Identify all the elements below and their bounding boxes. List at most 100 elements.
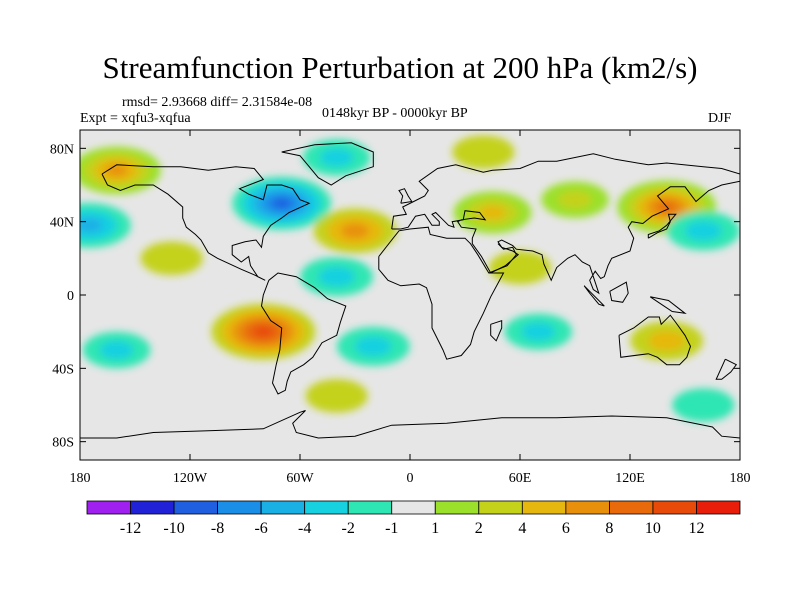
anomaly-contour <box>99 340 134 360</box>
colorbar-label: -10 <box>163 520 184 537</box>
x-tick-label: 60E <box>509 471 532 486</box>
x-tick-label: 180 <box>730 471 751 486</box>
anomaly-cell <box>630 321 704 361</box>
coastline-madagascar <box>490 320 503 342</box>
colorbar-bin <box>696 500 741 515</box>
anomaly-contour <box>105 164 128 177</box>
y-tick-label: 80N <box>50 142 74 157</box>
anomaly-cell <box>211 303 316 360</box>
anomaly-contour <box>319 148 354 167</box>
anomaly-cell <box>305 379 368 413</box>
colorbar-label: -4 <box>298 520 311 537</box>
y-tick-label: 0 <box>67 289 74 304</box>
season-label: DJF <box>708 111 732 126</box>
experiment-label: Expt = xqfu3-xqfua <box>80 111 191 126</box>
colorbar-bin <box>217 500 262 515</box>
colorbar-label: 8 <box>605 520 613 537</box>
stats-label: rmsd= 2.93668 diff= 2.31584e-08 <box>122 95 313 110</box>
field-layer <box>80 130 740 460</box>
colorbar-bin <box>260 500 306 515</box>
anomaly-contour <box>558 190 592 209</box>
coastline-australia <box>618 314 692 366</box>
field-background <box>80 130 740 460</box>
anomaly-contour <box>140 241 203 276</box>
coastline-new-zealand <box>715 358 738 380</box>
coastline-africa <box>378 226 505 360</box>
anomaly-cell <box>82 331 151 369</box>
anomaly-cell <box>80 202 131 248</box>
coastline-eurasia <box>391 153 740 295</box>
x-tick-label: 60W <box>286 471 314 486</box>
x-tick-label: 180 <box>70 471 91 486</box>
x-tick-label: 120W <box>173 471 208 486</box>
colorbar-bin <box>86 500 131 515</box>
coastline-japan <box>647 213 677 239</box>
colorbar-bin <box>173 500 218 515</box>
axes: 180 120W 60W 0 60E 120E 180 80N 40N 0 40S 80S <box>50 130 751 486</box>
anomaly-cell <box>452 135 515 169</box>
anomaly-contour <box>452 135 515 169</box>
anomaly-contour <box>341 223 369 239</box>
anomaly-contour <box>271 198 292 209</box>
x-tick-label: 0 <box>407 471 414 486</box>
anomaly-cell <box>336 326 410 366</box>
anomaly-contour <box>488 250 552 285</box>
colorbar-bin <box>130 500 175 515</box>
colorbar-label: -8 <box>211 520 224 537</box>
colorbar-bin <box>347 500 393 515</box>
coastline-north-america <box>101 164 311 281</box>
colorbar-label: 2 <box>475 520 483 537</box>
coastline-south-america <box>260 272 347 395</box>
period-label: 0148kyr BP - 0000kyr BP <box>322 106 468 121</box>
anomaly-contour <box>305 379 368 413</box>
colorbar-label: -2 <box>342 520 355 537</box>
colorbar-label: 1 <box>431 520 439 537</box>
colorbar-bin <box>565 500 610 515</box>
anomaly-cell <box>504 313 573 350</box>
colorbar-bin <box>609 500 654 515</box>
coastline-new-guinea <box>649 296 687 315</box>
anomaly-cell <box>488 250 552 285</box>
anomaly-cell <box>672 388 735 422</box>
colorbar: -12 -10 -8 -6 -4 -2 -1 1 2 4 6 8 10 12 <box>86 500 741 537</box>
anomaly-cell <box>302 139 371 176</box>
y-tick-label: 40S <box>52 362 74 377</box>
colorbar-label: 4 <box>518 520 526 537</box>
coastline-arabia-gulf <box>488 243 517 274</box>
anomaly-cell <box>453 191 532 234</box>
colorbar-bin <box>652 500 697 515</box>
colorbar-label: 12 <box>688 520 704 537</box>
colorbar-label: -12 <box>120 520 141 537</box>
coastline-greenland <box>281 142 374 186</box>
anomaly-contour <box>355 336 392 357</box>
y-tick-label: 80S <box>52 436 74 451</box>
colorbar-bin <box>478 500 523 515</box>
x-tick-label: 120E <box>615 471 645 486</box>
coastline-borneo <box>609 281 629 303</box>
y-tick-label: 40N <box>50 216 74 231</box>
colorbar-bin <box>304 500 349 515</box>
anomaly-contour <box>521 322 556 341</box>
anomaly-contour <box>80 217 104 233</box>
anomaly-cell <box>541 181 609 218</box>
coastline-uk <box>398 188 413 204</box>
anomaly-cell <box>140 241 203 276</box>
anomaly-cell <box>666 211 740 251</box>
anomaly-contour <box>252 326 274 338</box>
chart-title: Streamfunction Perturbation at 200 hPa (… <box>102 50 698 85</box>
colorbar-bin <box>434 500 480 515</box>
colorbar-bin <box>521 500 567 515</box>
anomaly-cell <box>313 208 397 254</box>
anomaly-contour <box>685 221 722 241</box>
colorbar-label: -1 <box>385 520 398 537</box>
anomaly-contour <box>318 266 355 287</box>
anomaly-contour <box>479 205 506 220</box>
anomaly-cell <box>300 257 374 297</box>
coastline-sumatra <box>583 285 605 307</box>
anomaly-cell <box>80 146 161 195</box>
anomaly-cell <box>232 176 332 230</box>
colorbar-bin <box>391 500 436 515</box>
colorbar-label: 6 <box>562 520 570 537</box>
colorbar-label: -6 <box>254 520 267 537</box>
